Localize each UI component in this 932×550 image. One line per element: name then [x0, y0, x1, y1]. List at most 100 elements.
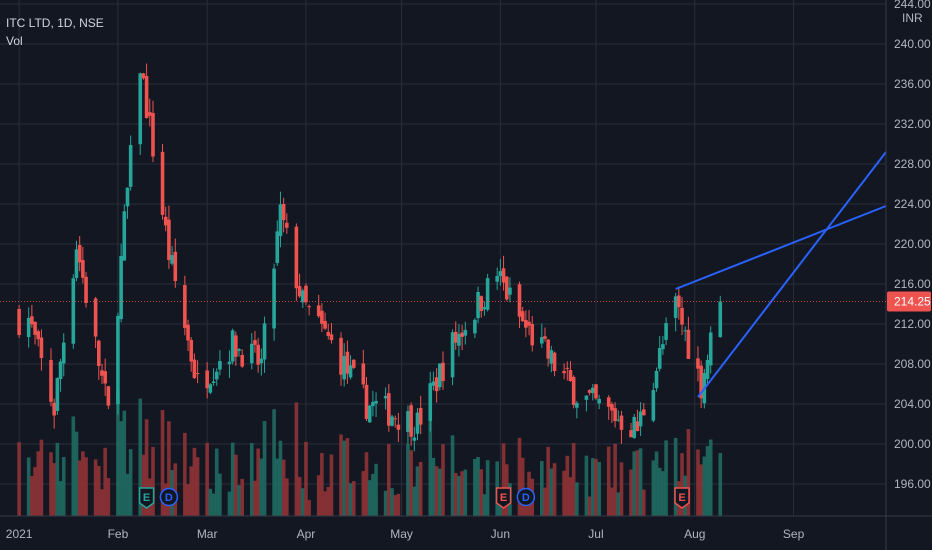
candle-body[interactable] — [699, 365, 703, 399]
candle-body[interactable] — [371, 402, 375, 407]
candle-body[interactable] — [390, 416, 394, 426]
candle-body[interactable] — [253, 340, 257, 345]
candle-body[interactable] — [654, 370, 659, 389]
candle-body[interactable] — [524, 320, 528, 328]
candle-body[interactable] — [297, 286, 302, 297]
candle-body[interactable] — [431, 381, 436, 386]
candle-body[interactable] — [348, 365, 353, 378]
candle-body[interactable] — [479, 296, 484, 311]
candle-body[interactable] — [463, 329, 468, 336]
candle-body[interactable] — [285, 222, 289, 228]
dividend-marker[interactable]: D — [516, 487, 536, 507]
candle-body[interactable] — [383, 395, 388, 399]
candle-body[interactable] — [275, 231, 280, 264]
candle-body[interactable] — [453, 331, 458, 343]
candle-body[interactable] — [575, 402, 579, 408]
candle-body[interactable] — [300, 290, 305, 303]
candle-body[interactable] — [49, 359, 53, 402]
candle-body[interactable] — [106, 386, 111, 406]
candle-body[interactable] — [562, 370, 566, 374]
candle-body[interactable] — [418, 407, 423, 425]
candle-body[interactable] — [485, 278, 490, 310]
candle-body[interactable] — [504, 276, 509, 300]
candle-body[interactable] — [552, 352, 557, 372]
candle-body[interactable] — [167, 219, 171, 261]
candle-body[interactable] — [256, 344, 260, 365]
candle-body[interactable] — [77, 245, 82, 263]
candle-body[interactable] — [33, 321, 37, 335]
candle-body[interactable] — [638, 411, 643, 427]
trendline[interactable] — [697, 151, 887, 398]
candle-body[interactable] — [657, 348, 662, 369]
candle-body[interactable] — [539, 337, 544, 344]
candle-body[interactable] — [594, 384, 598, 399]
candle-body[interactable] — [339, 337, 343, 375]
candle-body[interactable] — [186, 324, 190, 341]
candle-body[interactable] — [93, 298, 98, 337]
candle-body[interactable] — [237, 349, 241, 351]
candle-body[interactable] — [281, 204, 286, 221]
candle-body[interactable] — [434, 377, 439, 392]
candle-body[interactable] — [590, 387, 595, 394]
candle-body[interactable] — [147, 112, 152, 116]
candle-body[interactable] — [530, 324, 535, 346]
trendlines[interactable] — [675, 151, 887, 398]
symbol-title[interactable]: ITC LTD, 1D, NSE — [6, 16, 104, 30]
candle-body[interactable] — [52, 402, 56, 416]
candle-body[interactable] — [39, 337, 44, 358]
candle-body[interactable] — [249, 343, 254, 364]
candle-body[interactable] — [128, 145, 133, 187]
candle-body[interactable] — [192, 359, 197, 379]
candle-body[interactable] — [163, 216, 168, 226]
candle-body[interactable] — [565, 367, 570, 369]
candle-body[interactable] — [546, 339, 550, 359]
candle-body[interactable] — [393, 418, 397, 420]
candle-body[interactable] — [482, 307, 487, 310]
candle-body[interactable] — [412, 437, 417, 441]
candle-body[interactable] — [55, 378, 60, 411]
candle-body[interactable] — [195, 373, 200, 375]
candle-body[interactable] — [227, 361, 232, 365]
candle-body[interactable] — [641, 409, 646, 416]
candle-body[interactable] — [613, 408, 617, 422]
candle-body[interactable] — [234, 335, 238, 357]
candle-body[interactable] — [173, 251, 178, 282]
candle-body[interactable] — [387, 393, 391, 426]
candle-body[interactable] — [673, 296, 678, 318]
candle-body[interactable] — [450, 332, 455, 378]
candle-body[interactable] — [26, 317, 31, 338]
candle-body[interactable] — [495, 276, 499, 282]
candle-body[interactable] — [686, 329, 691, 359]
candle-body[interactable] — [406, 411, 410, 432]
candle-body[interactable] — [125, 187, 130, 207]
candle-body[interactable] — [632, 416, 637, 438]
candle-body[interactable] — [415, 412, 420, 434]
dividend-marker[interactable]: D — [159, 487, 179, 507]
candle-body[interactable] — [230, 330, 235, 362]
candle-body[interactable] — [629, 430, 633, 438]
candle-body[interactable] — [160, 151, 165, 215]
candle-body[interactable] — [84, 276, 88, 303]
candle-body[interactable] — [651, 390, 656, 421]
candle-body[interactable] — [272, 268, 276, 329]
candle-body[interactable] — [211, 381, 216, 384]
candle-body[interactable] — [278, 204, 283, 237]
candle-body[interactable] — [680, 307, 684, 325]
candle-body[interactable] — [708, 332, 713, 366]
candle-body[interactable] — [58, 361, 63, 380]
candle-body[interactable] — [218, 361, 222, 370]
candle-body[interactable] — [568, 370, 573, 382]
candle-body[interactable] — [103, 371, 107, 384]
candle-body[interactable] — [527, 321, 531, 326]
candle-body[interactable] — [584, 395, 589, 400]
candle-body[interactable] — [259, 358, 264, 364]
candle-body[interactable] — [683, 330, 688, 332]
candle-body[interactable] — [718, 301, 723, 338]
candle-body[interactable] — [619, 415, 624, 430]
candle-body[interactable] — [508, 287, 512, 295]
candle-body[interactable] — [323, 320, 327, 329]
candle-body[interactable] — [30, 316, 34, 325]
candle-body[interactable] — [240, 354, 245, 367]
